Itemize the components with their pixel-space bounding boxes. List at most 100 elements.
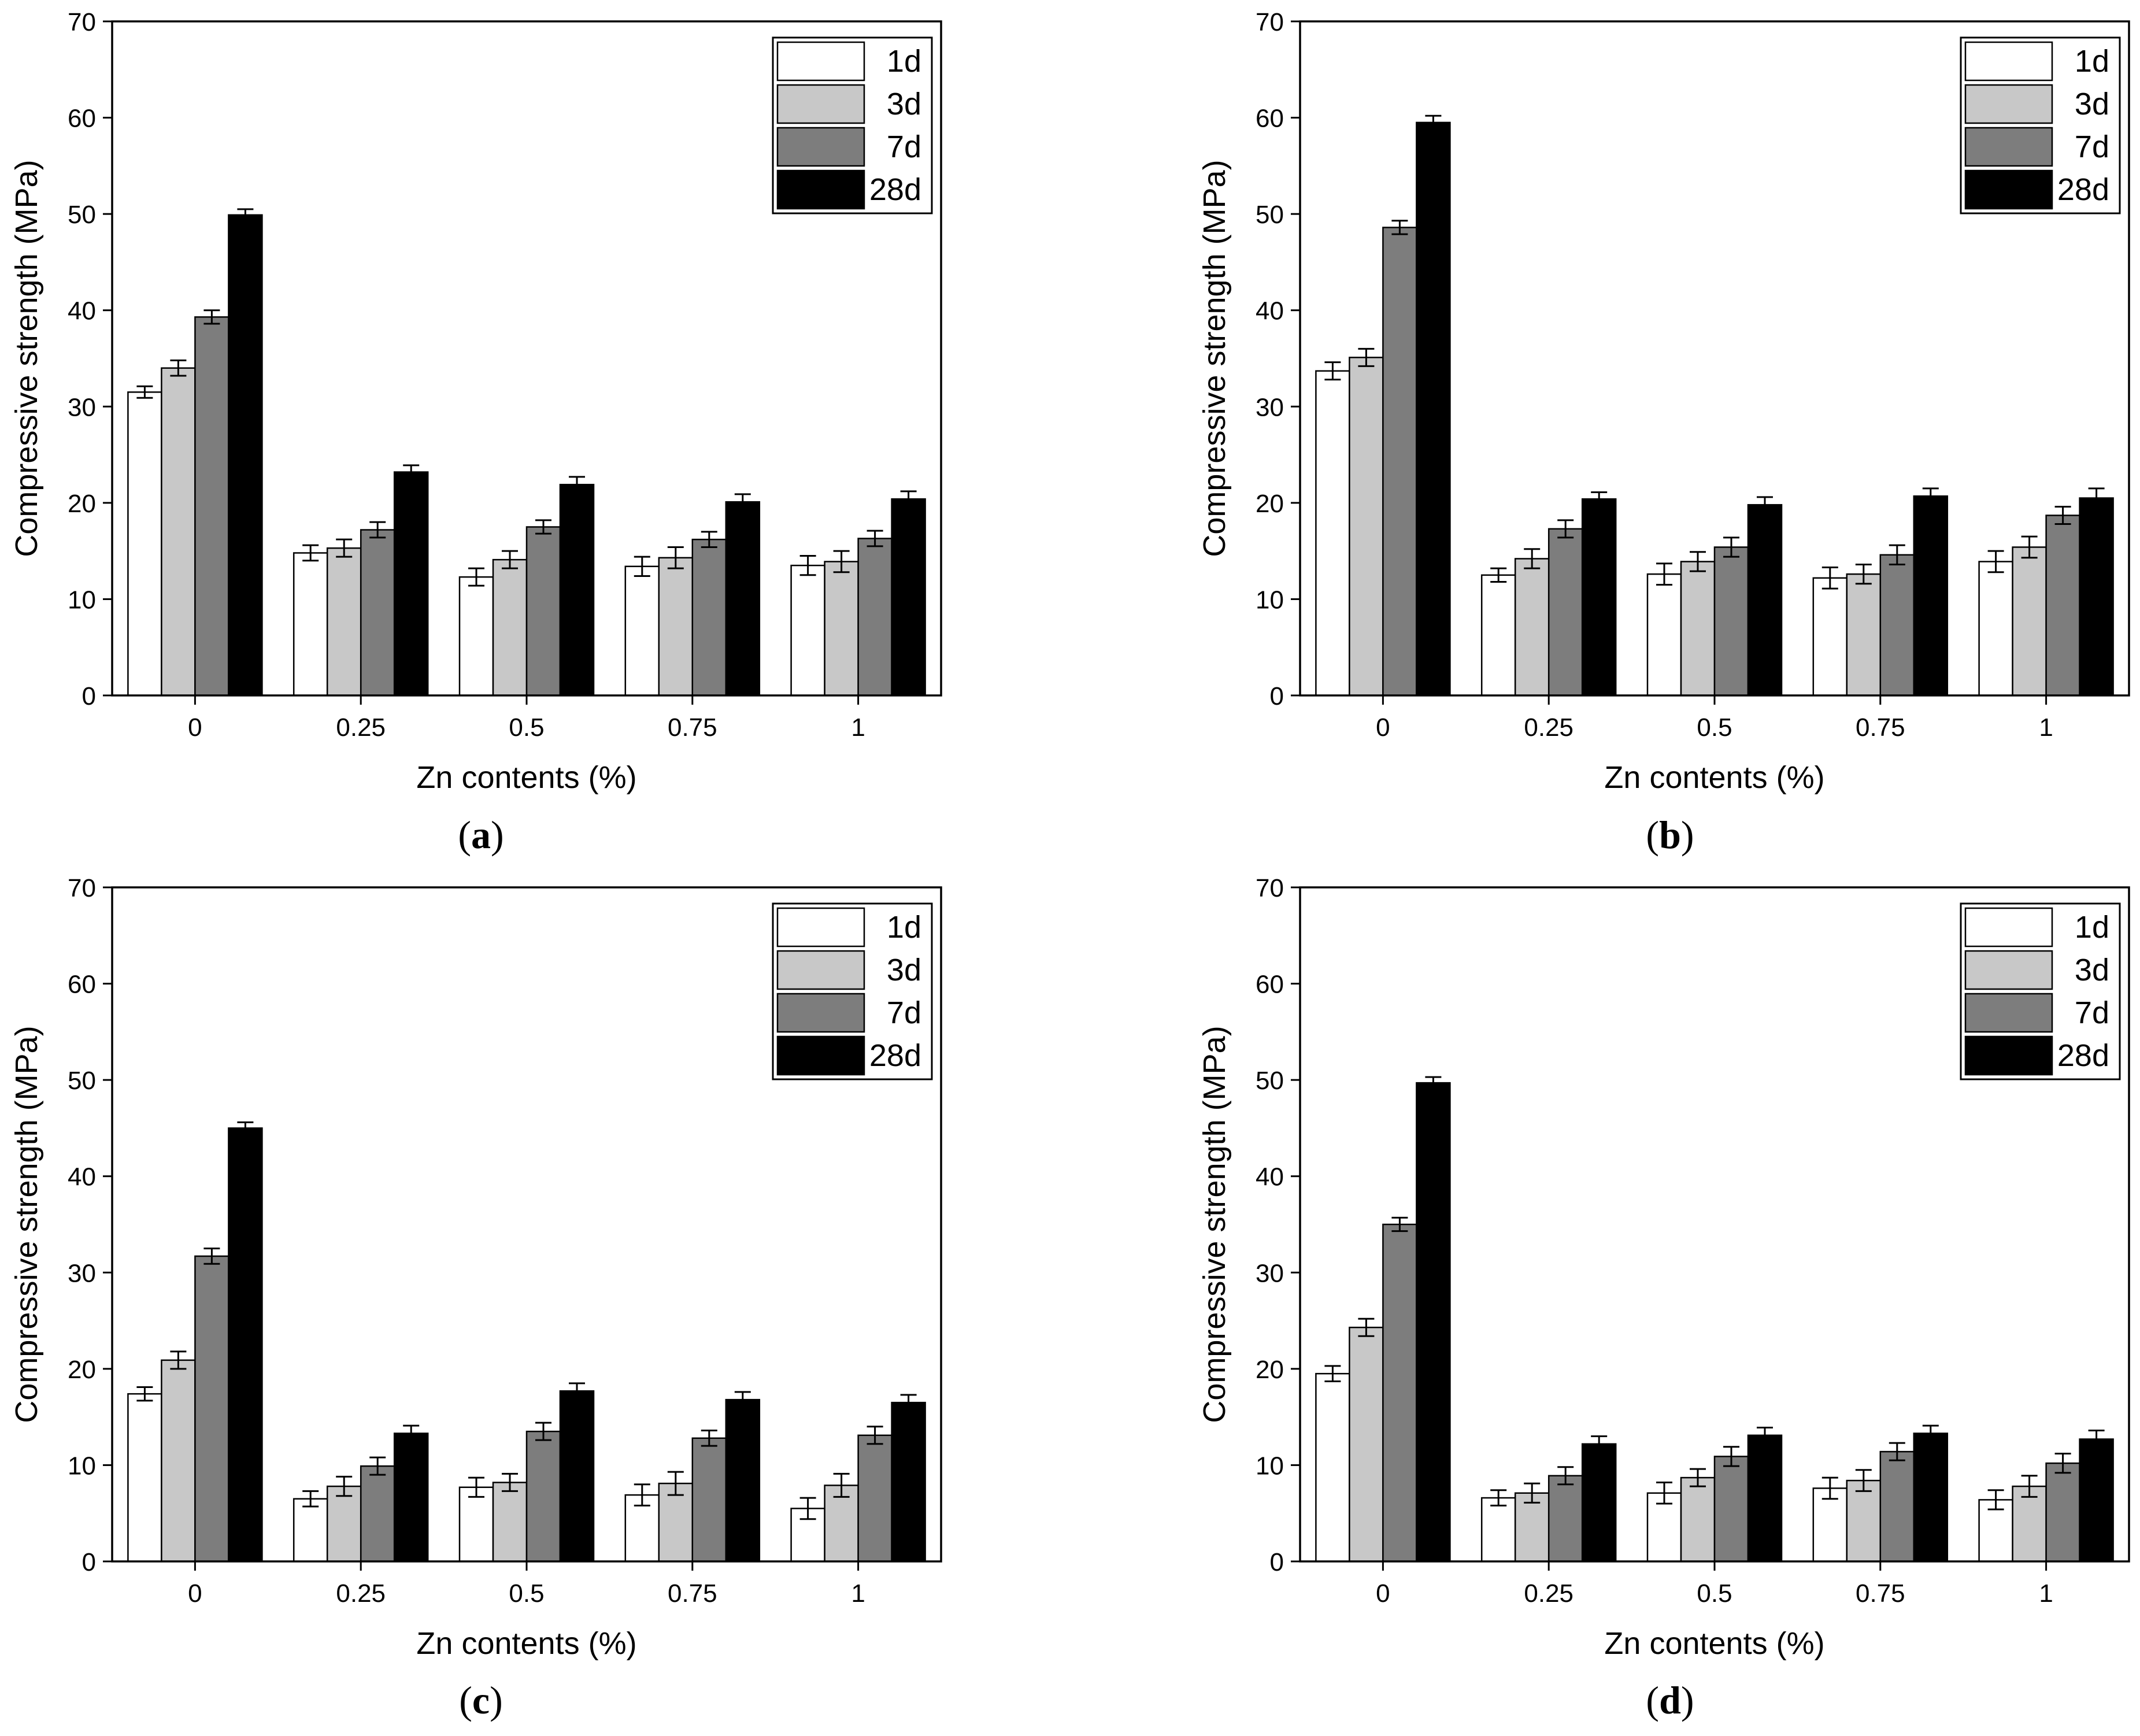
- bar-7d-0.75: [1879, 1450, 1915, 1563]
- bar-7d-1: [857, 538, 893, 697]
- legend-swatch-28d: [1964, 1035, 2053, 1076]
- legend-label-3d: 3d: [2075, 87, 2109, 121]
- legend-label-1d: 1d: [2075, 910, 2109, 945]
- y-tick-label: 60: [1256, 971, 1284, 999]
- bar-7d-0.25: [360, 1465, 395, 1563]
- bar-28d-1: [891, 1401, 926, 1563]
- bar-1d-1: [790, 564, 825, 697]
- y-tick-label: 50: [68, 201, 96, 229]
- legend-label-3d: 3d: [2075, 953, 2109, 987]
- bar-28d-0.25: [393, 471, 429, 697]
- bar-28d-0.25: [393, 1433, 429, 1563]
- bar-7d-0: [194, 1255, 229, 1563]
- legend-swatch-28d: [776, 169, 865, 210]
- plot-frame: [1299, 20, 2130, 697]
- bar-3d-0.5: [1680, 1476, 1716, 1563]
- y-tick-label: 40: [1256, 297, 1284, 325]
- panel-caption-a: (a): [458, 813, 504, 857]
- bar-28d-0.75: [1913, 495, 1949, 697]
- x-tick-label: 0.5: [509, 713, 544, 742]
- legend-swatch-1d: [1964, 41, 2053, 82]
- legend-label-1d: 1d: [2075, 44, 2109, 79]
- bar-1d-0: [127, 1393, 162, 1563]
- plot-frame: [111, 886, 942, 1563]
- x-tick-label: 0: [1376, 1579, 1390, 1608]
- y-tick-label: 0: [1270, 1548, 1284, 1576]
- bar-7d-0: [194, 316, 229, 697]
- legend-swatch-28d: [1964, 169, 2053, 210]
- bar-28d-0.75: [1913, 1433, 1949, 1563]
- bar-3d-1: [2012, 546, 2047, 697]
- x-tick-label: 1: [2039, 713, 2053, 742]
- x-tick-label: 0.25: [1524, 1579, 1573, 1608]
- legend-label-7d: 7d: [887, 995, 921, 1030]
- y-tick-label: 30: [68, 1259, 96, 1287]
- bar-1d-0: [1315, 370, 1350, 697]
- bar-3d-0.25: [326, 547, 362, 697]
- bar-7d-0.5: [525, 1430, 561, 1563]
- legend-swatch-3d: [1964, 950, 2053, 990]
- x-axis-label: Zn contents (%): [416, 1626, 636, 1661]
- y-tick-label: 20: [1256, 1356, 1284, 1384]
- y-tick-label: 70: [68, 874, 96, 902]
- bar-7d-1: [2045, 514, 2080, 697]
- y-tick-label: 70: [1256, 874, 1284, 902]
- bar-28d-1: [2079, 1438, 2114, 1563]
- y-tick-label: 20: [1256, 490, 1284, 518]
- bar-7d-0.25: [1547, 1475, 1583, 1563]
- y-tick-label: 0: [82, 682, 96, 710]
- x-tick-label: 0.5: [1697, 713, 1732, 742]
- legend-swatch-3d: [1964, 84, 2053, 124]
- x-tick-label: 0.75: [668, 1579, 717, 1608]
- bar-28d-0: [228, 1127, 263, 1563]
- bar-7d-0.5: [1713, 546, 1749, 697]
- y-tick-label: 60: [68, 105, 96, 133]
- bar-1d-0: [127, 391, 162, 697]
- legend-label-1d: 1d: [887, 910, 921, 945]
- legend-swatch-7d: [1964, 993, 2053, 1033]
- bar-3d-0.5: [1680, 561, 1716, 697]
- legend-label-28d: 28d: [2057, 1038, 2109, 1073]
- x-tick-label: 0.25: [1524, 713, 1573, 742]
- y-tick-label: 10: [1256, 1452, 1284, 1480]
- legend-label-7d: 7d: [2075, 995, 2109, 1030]
- bar-3d-0.75: [658, 557, 694, 697]
- y-tick-label: 70: [1256, 8, 1284, 36]
- bar-1d-0.25: [1480, 574, 1516, 697]
- x-tick-label: 0: [188, 713, 202, 742]
- legend-swatch-7d: [776, 993, 865, 1033]
- bar-3d-0.25: [326, 1485, 362, 1563]
- bar-7d-0.25: [360, 529, 395, 697]
- bar-7d-0.75: [691, 538, 727, 697]
- legend-swatch-3d: [776, 84, 865, 124]
- bar-28d-0.25: [1581, 498, 1617, 697]
- y-tick-label: 40: [68, 297, 96, 325]
- bar-3d-1: [824, 1485, 859, 1563]
- bar-7d-0.5: [1713, 1456, 1749, 1563]
- x-axis-label: Zn contents (%): [416, 760, 636, 795]
- y-tick-label: 10: [68, 586, 96, 614]
- legend-label-1d: 1d: [887, 44, 921, 79]
- y-tick-label: 20: [68, 490, 96, 518]
- bar-1d-0.5: [458, 1486, 494, 1563]
- chart-panel-d: 0 10 20 30 40 50 60 70 0 0.25 0.5 0.75 1 Zn contents …: [1197, 874, 2130, 1661]
- y-tick-label: 40: [1256, 1163, 1284, 1191]
- y-tick-label: 60: [1256, 105, 1284, 133]
- legend-label-3d: 3d: [887, 87, 921, 121]
- y-tick-label: 70: [68, 8, 96, 36]
- bar-1d-0.5: [458, 576, 494, 697]
- y-tick-label: 0: [1270, 682, 1284, 710]
- bar-3d-0.25: [1514, 558, 1550, 697]
- bar-3d-0.5: [492, 1482, 528, 1563]
- x-tick-label: 1: [851, 713, 865, 742]
- bar-3d-1: [824, 561, 859, 697]
- x-tick-label: 0.5: [1697, 1579, 1732, 1608]
- y-tick-label: 30: [68, 393, 96, 421]
- bar-7d-0.75: [691, 1437, 727, 1563]
- y-tick-label: 40: [68, 1163, 96, 1191]
- panel-caption-b: (b): [1646, 813, 1694, 857]
- bar-28d-0.5: [559, 1390, 595, 1563]
- bar-1d-0.25: [293, 552, 328, 697]
